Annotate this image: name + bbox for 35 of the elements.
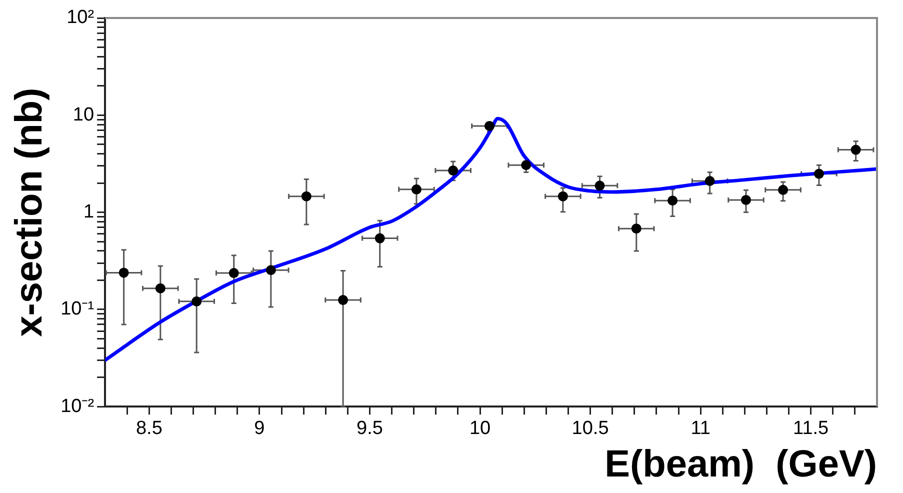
point (192, 296, 202, 306)
point (850, 144, 861, 155)
y-tick-label: 1 (83, 202, 94, 223)
y-tick-label: 10² (66, 7, 94, 28)
point (704, 176, 715, 186)
point (594, 180, 605, 191)
point (266, 265, 276, 276)
x-tick-label: 9 (254, 418, 265, 440)
y-tick-label: 10 (72, 104, 94, 126)
x-tick-label: 9.5 (356, 418, 383, 440)
point (155, 283, 166, 294)
y-axis-title: x-section (nb) (8, 88, 50, 337)
line-series (105, 116, 877, 362)
point (814, 168, 824, 179)
point (558, 191, 568, 202)
point (631, 224, 642, 234)
y-tick-label: 10⁻² (60, 396, 94, 417)
point (374, 233, 385, 244)
x-tick-label: 11 (690, 418, 710, 440)
x-tick-label: 10 (469, 418, 491, 440)
point (228, 268, 239, 278)
x-tick-label: 11.5 (793, 418, 829, 440)
x-tick-label: 10.5 (572, 418, 609, 440)
point (668, 196, 678, 206)
point (338, 295, 348, 306)
point (740, 194, 751, 205)
point (778, 184, 788, 195)
point (118, 268, 129, 278)
point (411, 184, 422, 194)
point (301, 191, 312, 202)
x-tick-label: 8.5 (136, 418, 162, 440)
x-axis-title: E(beam) (GeV) (604, 444, 877, 486)
point (521, 160, 532, 170)
point (448, 166, 458, 176)
y-tick-label: 10⁻¹ (60, 298, 94, 320)
